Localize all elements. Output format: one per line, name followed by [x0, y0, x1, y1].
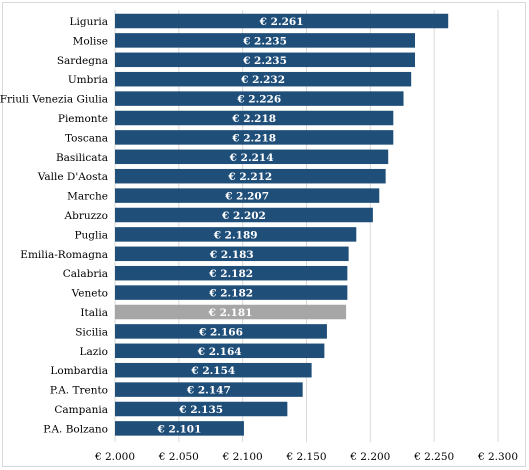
- bar: [115, 13, 449, 29]
- data-label: € 2.181: [208, 307, 253, 319]
- data-label: € 2.212: [227, 171, 272, 183]
- data-label: € 2.232: [240, 74, 285, 86]
- category-label: Marche: [67, 191, 108, 203]
- category-label: Abruzzo: [64, 210, 108, 222]
- bar: [115, 130, 394, 145]
- data-label: € 2.135: [178, 404, 223, 416]
- category-label: Piemonte: [58, 113, 108, 125]
- data-label: € 2.214: [229, 152, 274, 164]
- category-label: Friuli Venezia Giulia: [0, 94, 108, 106]
- category-labels: Liguria Molise Sardegna Umbria Friuli Venezi…: [0, 16, 108, 435]
- data-label: € 2.189: [213, 229, 258, 241]
- bar: [115, 227, 357, 242]
- x-tick-label: € 2.200: [349, 451, 390, 463]
- data-label: € 2.226: [236, 94, 281, 106]
- category-label: Puglia: [74, 229, 108, 241]
- data-label: € 2.183: [209, 249, 254, 261]
- x-tick-label: € 2.250: [413, 451, 454, 463]
- data-label: € 2.218: [231, 113, 276, 125]
- category-label: Lombardia: [50, 365, 108, 377]
- category-label: Veneto: [71, 288, 108, 300]
- bar: [115, 207, 373, 223]
- bar: [115, 265, 348, 281]
- data-label: € 2.154: [190, 365, 235, 377]
- bar: [115, 188, 380, 203]
- data-label: € 2.261: [259, 16, 304, 28]
- bar: [115, 168, 386, 184]
- data-label: € 2.164: [197, 346, 242, 358]
- category-label: Sicilia: [75, 326, 108, 338]
- category-label: Emilia-Romagna: [20, 249, 108, 261]
- bar: [115, 421, 244, 436]
- data-label: € 2.182: [208, 268, 253, 280]
- category-label: Campania: [54, 404, 108, 416]
- category-label: Toscana: [65, 132, 108, 144]
- data-label: € 2.166: [198, 326, 243, 338]
- bar: [115, 343, 325, 359]
- x-tick-label: € 2.150: [285, 451, 326, 463]
- category-label: P.A. Trento: [50, 385, 108, 397]
- data-label: € 2.218: [231, 132, 276, 144]
- bar: [115, 52, 416, 68]
- x-tick-label: € 2.000: [94, 451, 135, 463]
- category-label: Valle D'Aosta: [37, 171, 108, 183]
- category-label: Lazio: [80, 346, 108, 358]
- category-label: Liguria: [70, 16, 108, 28]
- bar: [115, 110, 394, 126]
- x-tick-labels: € 2.000 € 2.050 € 2.100 € 2.150 € 2.200 € 2.2…: [94, 451, 518, 463]
- bar: [115, 362, 312, 378]
- category-label: Molise: [73, 35, 108, 47]
- category-label: Calabria: [63, 268, 108, 280]
- bar: [115, 149, 389, 165]
- bar: [115, 304, 347, 320]
- data-label: € 2.182: [208, 288, 253, 300]
- bars: [115, 13, 449, 436]
- bar: [115, 91, 404, 106]
- bar: [115, 324, 327, 339]
- x-tick-label: € 2.100: [222, 451, 263, 463]
- data-label: € 2.235: [242, 55, 287, 67]
- x-tick-label: € 2.050: [158, 451, 199, 463]
- bar: [115, 285, 348, 300]
- bar: [115, 401, 288, 417]
- x-tick-label: € 2.300: [477, 451, 518, 463]
- bar: [115, 246, 349, 262]
- data-label: € 2.207: [224, 191, 269, 203]
- data-label: € 2.202: [221, 210, 266, 222]
- category-label: Umbria: [68, 74, 108, 86]
- data-label: € 2.147: [186, 385, 231, 397]
- bar: [115, 33, 416, 48]
- data-labels: € 2.261 € 2.235 € 2.235 € 2.232 € 2.226 € 2.2…: [157, 16, 304, 435]
- bar: [115, 71, 412, 87]
- category-label: P.A. Bolzano: [43, 423, 108, 435]
- bar: [115, 382, 303, 397]
- category-label: Italia: [80, 307, 108, 319]
- category-label: Sardegna: [57, 55, 108, 67]
- data-label: € 2.235: [242, 35, 287, 47]
- data-label: € 2.101: [157, 423, 202, 435]
- category-label: Basilicata: [56, 152, 108, 164]
